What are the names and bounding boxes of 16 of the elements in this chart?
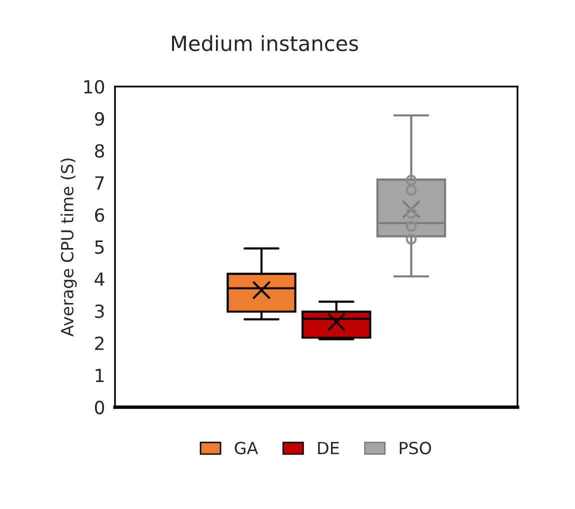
y-tick-label: 8 <box>95 144 104 158</box>
y-tick-label: 3 <box>95 304 104 318</box>
chart-title: Medium instances <box>172 35 358 52</box>
y-tick-label: 10 <box>84 80 104 94</box>
y-tick-label: 9 <box>94 112 104 126</box>
legend-label: DE <box>318 442 339 454</box>
y-tick-label: 5 <box>95 240 104 254</box>
y-tick-label: 6 <box>95 208 104 222</box>
legend-label: PSO <box>400 442 432 454</box>
y-axis-title: Average CPU time (S) <box>60 158 77 336</box>
y-tick-label: 4 <box>94 272 104 286</box>
y-tick-label: 1 <box>96 368 104 382</box>
y-tick-label: 7 <box>95 176 104 190</box>
y-tick-label: 2 <box>95 336 104 350</box>
y-tick-label: 0 <box>94 400 104 414</box>
legend-label: GA <box>234 442 258 454</box>
